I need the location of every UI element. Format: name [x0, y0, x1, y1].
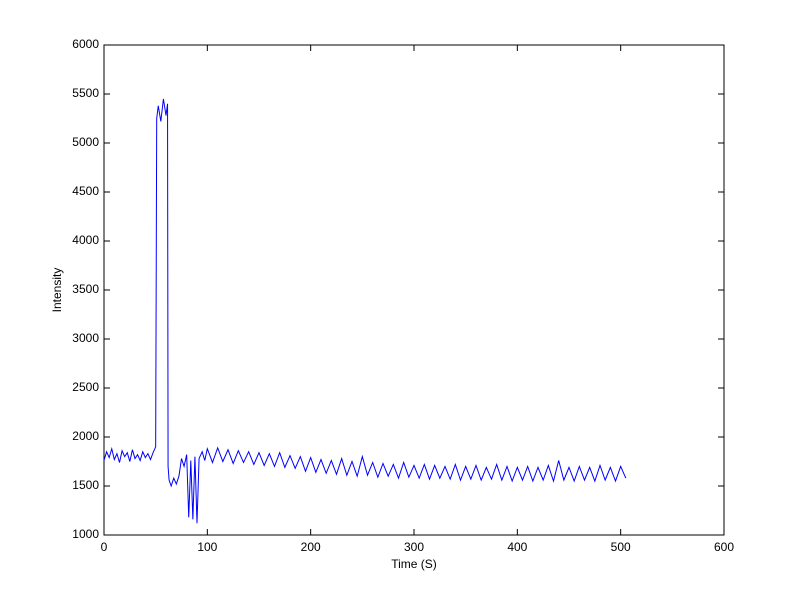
- y-axis-label: Intensity: [50, 268, 64, 313]
- x-tick-label: 500: [611, 540, 631, 554]
- y-tick-label: 1000: [72, 527, 99, 541]
- y-tick-label: 4000: [72, 233, 99, 247]
- y-tick-label: 3500: [72, 282, 99, 296]
- plot-area: [103, 44, 725, 536]
- x-axis-label: Time (S): [391, 557, 437, 571]
- y-tick-label: 6000: [72, 37, 99, 51]
- x-tick-label: 100: [197, 540, 217, 554]
- y-tick-label: 5000: [72, 135, 99, 149]
- x-tick-label: 400: [507, 540, 527, 554]
- x-tick-label: 600: [714, 540, 734, 554]
- y-tick-label: 2000: [72, 429, 99, 443]
- y-tick-label: 5500: [72, 86, 99, 100]
- x-tick-label: 300: [404, 540, 424, 554]
- y-tick-label: 3000: [72, 331, 99, 345]
- y-tick-label: 2500: [72, 380, 99, 394]
- x-tick-label: 0: [101, 540, 108, 554]
- data-line: [103, 98, 627, 524]
- x-tick-label: 200: [301, 540, 321, 554]
- y-tick-label: 4500: [72, 184, 99, 198]
- y-tick-label: 1500: [72, 478, 99, 492]
